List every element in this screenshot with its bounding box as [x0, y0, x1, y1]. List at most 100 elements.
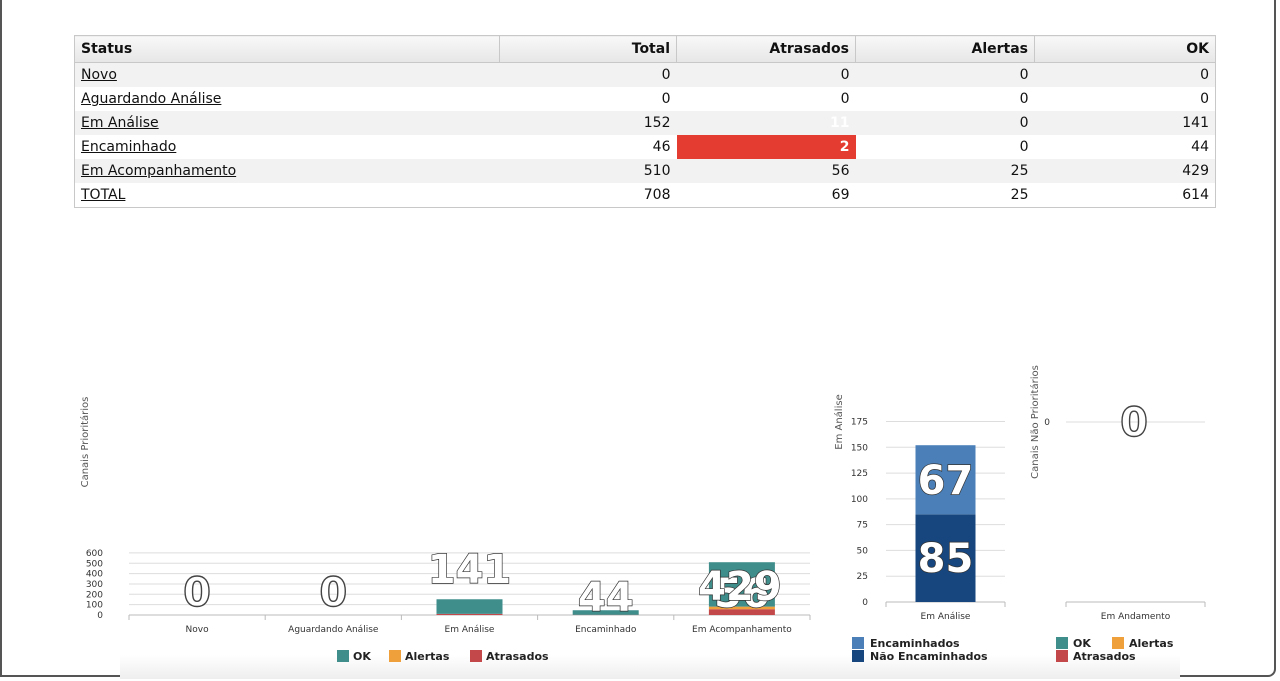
alertas-cell: 0 [855, 111, 1035, 135]
legend-swatch [1056, 637, 1068, 649]
status-link[interactable]: Encaminhado [81, 139, 177, 155]
column-header-total[interactable]: Total [499, 35, 677, 63]
y-tick-label: 175 [851, 417, 868, 427]
y-tick-label: 100 [851, 495, 868, 505]
y-axis-title: Em Análise [833, 394, 845, 449]
ok-cell: 0 [1200, 91, 1209, 107]
status-link[interactable]: Aguardando Análise [81, 91, 222, 107]
y-axis-title: Canais Prioritários [79, 397, 91, 488]
table-row: Aguardando Análise 0 0 0 0 [75, 87, 1216, 111]
data-label: 0 [319, 570, 347, 616]
ok-cell: 614 [1182, 187, 1209, 203]
bar-nao-encaminhados [915, 514, 976, 602]
data-label: 56 [714, 571, 770, 617]
y-axis-title: Canais Não Prioritários [1029, 365, 1041, 479]
data-label: 0 [1120, 400, 1148, 446]
bar-encaminhados [915, 445, 976, 515]
x-tick-label: Encaminhado [575, 625, 637, 635]
atrasados-cell: 56 [676, 159, 856, 183]
data-label: 85 [918, 536, 974, 582]
status-cell: Em Análise [74, 111, 500, 135]
x-tick-label: Em Acompanhamento [692, 625, 792, 635]
status-link[interactable]: Em Acompanhamento [81, 163, 237, 179]
legend-label: OK [1073, 637, 1091, 650]
bottom-shadow [120, 655, 1180, 679]
status-cell: Novo [74, 62, 500, 87]
legend-label: Alertas [1129, 637, 1174, 650]
legend-swatch [1056, 650, 1068, 662]
total-cell: 46 [652, 139, 671, 155]
total-cell: 510 [499, 159, 677, 183]
x-tick-label: Novo [186, 625, 210, 635]
y-tick-label: 100 [86, 601, 103, 611]
column-header-status[interactable]: Status [74, 35, 500, 63]
x-tick-label: Aguardando Análise [288, 625, 379, 635]
atrasados-cell: 2 [676, 135, 856, 159]
status-link[interactable]: Novo [81, 67, 117, 83]
y-tick-label: 0 [97, 611, 103, 621]
alertas-cell: 25 [855, 159, 1035, 183]
total-cell: 0 [661, 91, 671, 107]
ok-cell: 429 [1034, 159, 1216, 183]
atrasados-cell: 69 [831, 187, 850, 203]
y-tick-label: 300 [86, 580, 103, 590]
data-label: 429 [698, 564, 782, 610]
x-tick-label: Em Andamento [1101, 612, 1171, 622]
atrasados-cell: 0 [676, 62, 856, 87]
legend-label: Encaminhados [870, 637, 960, 650]
column-header-alertas[interactable]: Alertas [855, 35, 1035, 63]
legend-label: Atrasados [486, 650, 549, 663]
legend-label: Não Encaminhados [870, 650, 988, 663]
total-cell: 152 [499, 111, 677, 135]
bar-atrasados [436, 613, 503, 615]
bar-ok [572, 610, 639, 615]
alertas-cell: 25 [1010, 187, 1029, 203]
alertas-cell: 0 [855, 62, 1035, 87]
x-tick-label: Em Análise [921, 612, 971, 622]
status-link[interactable]: Em Análise [81, 115, 159, 131]
y-tick-label: 50 [857, 546, 869, 556]
x-tick-label: Em Análise [445, 625, 495, 635]
table-row: TOTAL 708 69 25 614 [75, 183, 1216, 208]
total-cell: 0 [499, 62, 677, 87]
ok-cell: 0 [1034, 62, 1216, 87]
table-row: Em Acompanhamento 510 56 25 429 [74, 159, 1216, 183]
y-tick-label: 400 [86, 570, 103, 580]
legend-swatch [389, 650, 401, 662]
y-tick-label: 75 [857, 521, 868, 531]
bar-ok [708, 562, 775, 607]
status-cell: TOTAL [75, 183, 500, 208]
y-tick-label: 500 [86, 559, 103, 569]
y-tick-label: 600 [86, 549, 103, 559]
data-label: 141 [428, 547, 512, 593]
status-cell: Aguardando Análise [75, 87, 500, 111]
table-row: Encaminhado 46 2 0 44 [75, 135, 1216, 159]
alertas-cell: 0 [1019, 91, 1029, 107]
data-label: 0 [183, 570, 211, 616]
legend-swatch [852, 650, 864, 662]
status-cell: Em Acompanhamento [74, 159, 500, 183]
y-tick-label: 0 [862, 598, 868, 608]
ok-cell: 44 [1191, 139, 1209, 155]
column-header-ok[interactable]: OK [1034, 35, 1216, 63]
status-link[interactable]: TOTAL [81, 187, 126, 203]
ok-cell: 141 [1034, 111, 1216, 135]
data-label: 67 [918, 458, 974, 504]
column-header-atrasados[interactable]: Atrasados [676, 35, 856, 63]
y-tick-label: 150 [851, 443, 868, 453]
status-table: Status Total Atrasados Alertas OK Novo 0 0… [74, 35, 1216, 208]
total-cell: 708 [643, 187, 671, 203]
legend-label: Alertas [405, 650, 450, 663]
table-row: Em Análise 152 11 0 141 [74, 111, 1216, 135]
bar-atrasados [708, 609, 775, 615]
atrasados-cell: 0 [840, 91, 850, 107]
bar-alertas [708, 606, 775, 610]
table-row: Novo 0 0 0 0 [74, 62, 1216, 87]
legend-swatch [337, 650, 349, 662]
legend-label: Atrasados [1073, 650, 1136, 663]
status-cell: Encaminhado [75, 135, 500, 159]
y-tick-label: 125 [851, 469, 868, 479]
data-label: 44 [578, 575, 634, 621]
atrasados-cell: 11 [676, 111, 856, 135]
